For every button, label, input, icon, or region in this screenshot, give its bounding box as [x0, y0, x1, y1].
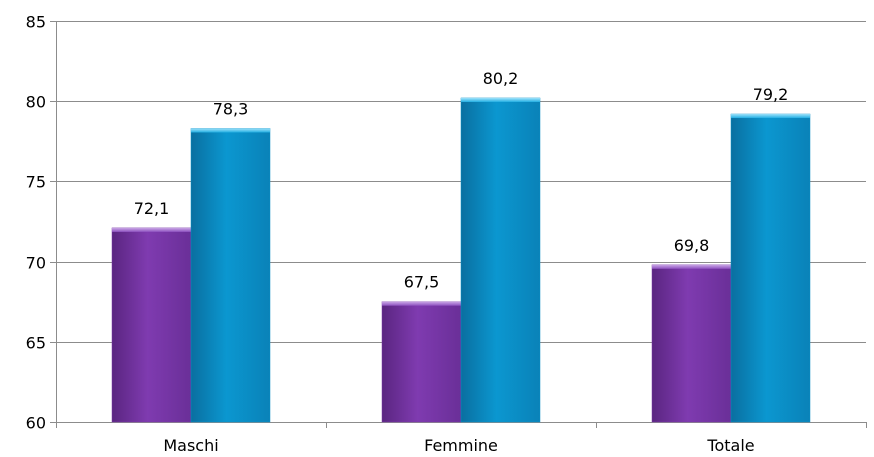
- y-tick-label: 65: [26, 334, 46, 353]
- bar-cap: [652, 264, 731, 269]
- data-labels: 72,1 78,3 67,5 80,2 69,8 79,2: [134, 69, 789, 292]
- y-tick-label: 60: [26, 414, 46, 433]
- data-label: 72,1: [134, 199, 170, 218]
- data-label: 80,2: [483, 69, 519, 88]
- y-tick-label: 70: [26, 254, 46, 273]
- bar-femmine-series-2: [460, 97, 541, 423]
- data-label: 79,2: [753, 85, 789, 104]
- bar-cap: [731, 114, 810, 119]
- x-category-label: Maschi: [163, 436, 218, 455]
- y-tick-label: 75: [26, 173, 46, 192]
- bar-totale-series-1: [651, 264, 732, 423]
- bar-totale-series-2: [730, 113, 811, 423]
- y-tick-label: 85: [26, 13, 46, 32]
- bar-cap: [461, 97, 540, 102]
- data-label: 69,8: [674, 236, 710, 255]
- bar-cap: [191, 128, 270, 133]
- bar-femmine-series-1: [381, 301, 462, 423]
- x-category-label: Femmine: [424, 436, 498, 455]
- y-tick-label: 80: [26, 93, 46, 112]
- y-axis-ticks: 60 65 70 75 80 85: [26, 13, 56, 433]
- x-axis-categories: Maschi Femmine Totale: [56, 422, 867, 455]
- x-category-label: Totale: [706, 436, 754, 455]
- bars: [111, 97, 811, 423]
- data-label: 78,3: [213, 99, 249, 118]
- bar-maschi-series-1: [111, 227, 192, 423]
- data-label: 67,5: [404, 273, 440, 292]
- bar-maschi-series-2: [190, 128, 271, 423]
- bar-cap: [112, 227, 191, 232]
- bar-cap: [382, 301, 461, 306]
